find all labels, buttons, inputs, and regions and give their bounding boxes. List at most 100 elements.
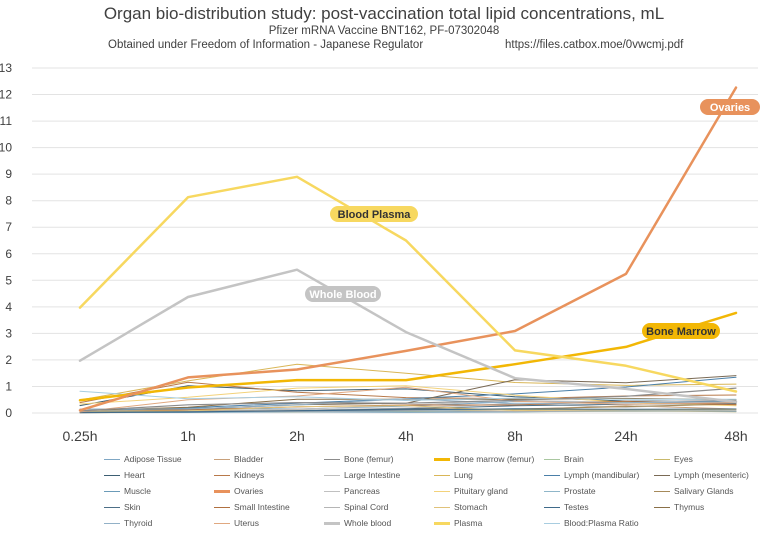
legend-item-prostate: Prostate <box>544 484 654 498</box>
legend-item-adipose-tissue: Adipose Tissue <box>104 452 214 466</box>
series-line-plasma <box>78 175 738 393</box>
legend-item-skin: Skin <box>104 500 214 514</box>
legend-swatch <box>654 490 670 492</box>
legend-label: Stomach <box>454 502 488 512</box>
legend-swatch <box>104 490 120 492</box>
series-line-small-intestine <box>79 400 737 413</box>
y-tick-label: 5 <box>5 273 12 287</box>
legend-item-bone-marrow-femur: Bone marrow (femur) <box>434 452 544 466</box>
legend-item-ovaries: Ovaries <box>214 484 324 498</box>
legend-label: Kidneys <box>234 470 265 480</box>
legend-item-pituitary-gland: Pituitary gland <box>434 484 544 498</box>
legend-swatch <box>214 506 230 508</box>
chart-title: Organ bio-distribution study: post-vacci… <box>103 4 665 23</box>
legend-item-uterus: Uterus <box>214 516 324 530</box>
legend-label: Lung <box>454 470 473 480</box>
legend-swatch <box>324 506 340 508</box>
legend-swatch <box>544 522 560 524</box>
x-tick-label: 0.25h <box>62 428 97 444</box>
y-tick-label: 10 <box>0 141 12 155</box>
callout-bg <box>330 206 418 222</box>
callout-ovaries: Ovaries <box>700 99 760 115</box>
legend-item-salivary-glands: Salivary Glands <box>654 484 764 498</box>
legend-label: Adipose Tissue <box>124 454 182 464</box>
legend-swatch <box>104 474 120 476</box>
legend-label: Lymph (mesenteric) <box>674 470 749 480</box>
callout-bg <box>305 286 381 302</box>
y-tick-label: 3 <box>5 326 12 340</box>
legend-swatch <box>654 506 670 508</box>
legend-label: Pancreas <box>344 486 380 496</box>
legend-label: Muscle <box>124 486 151 496</box>
legend-swatch <box>544 458 560 460</box>
legend-item-brain: Brain <box>544 452 654 466</box>
series-line-blood-plasma-ratio <box>79 390 737 401</box>
legend-label: Bladder <box>234 454 264 464</box>
legend-item-lymph-mesenteric: Lymph (mesenteric) <box>654 468 764 482</box>
legend-item-blood-plasma-ratio: Blood:Plasma Ratio <box>544 516 654 530</box>
callout-bone-marrow: Bone Marrow <box>642 323 720 339</box>
legend-label: Eyes <box>674 454 693 464</box>
chart-subtitle: Pfizer mRNA Vaccine BNT162, PF-07302048 <box>268 25 500 37</box>
legend-label: Spinal Cord <box>344 502 389 512</box>
legend-label: Plasma <box>454 518 483 528</box>
x-tick-label: 24h <box>614 428 637 444</box>
y-tick-label: 0 <box>5 406 12 420</box>
legend-swatch <box>434 521 450 525</box>
legend-label: Prostate <box>564 486 596 496</box>
series-line-thyroid <box>79 398 737 410</box>
legend-item-whole-blood: Whole blood <box>324 516 434 530</box>
x-tick-label: 4h <box>398 428 414 444</box>
legend-swatch <box>104 522 120 524</box>
legend-label: Heart <box>124 470 145 480</box>
legend-item-large-intestine: Large Intestine <box>324 468 434 482</box>
legend-item-bone-femur: Bone (femur) <box>324 452 434 466</box>
x-axis-ticks: 0.25h 1h 2h 4h 8h 24h 48h <box>62 428 747 444</box>
legend-swatch <box>654 458 670 460</box>
y-tick-label: 11 <box>0 114 12 128</box>
legend-label: Skin <box>124 502 141 512</box>
legend-swatch <box>214 522 230 524</box>
series-line-ovaries <box>78 86 738 412</box>
legend-swatch <box>654 474 670 476</box>
legend-label: Bone marrow (femur) <box>454 454 535 464</box>
legend-swatch <box>544 474 560 476</box>
y-tick-label: 6 <box>5 247 12 261</box>
legend-item-stomach: Stomach <box>434 500 544 514</box>
legend-label: Whole blood <box>344 518 392 528</box>
legend-label: Small Intestine <box>234 502 290 512</box>
legend-swatch <box>434 506 450 508</box>
legend-item-spinal-cord: Spinal Cord <box>324 500 434 514</box>
legend-item-testes: Testes <box>544 500 654 514</box>
y-tick-label: 7 <box>5 220 12 234</box>
source-url[interactable]: https://files.catbox.moe/0vwcmj.pdf <box>505 39 684 51</box>
x-tick-label: 8h <box>507 428 523 444</box>
y-tick-label: 8 <box>5 194 12 208</box>
legend-item-plasma: Plasma <box>434 516 544 530</box>
legend-item-muscle: Muscle <box>104 484 214 498</box>
legend-swatch <box>544 506 560 508</box>
callout-blood-plasma: Blood Plasma <box>330 206 418 222</box>
legend-label: Ovaries <box>234 486 264 496</box>
callout-label: Ovaries <box>710 102 750 114</box>
series-line-testes <box>79 408 737 413</box>
legend-swatch <box>324 474 340 476</box>
legend-item-thyroid: Thyroid <box>104 516 214 530</box>
legend-item-lymph-mandibular: Lymph (mandibular) <box>544 468 654 482</box>
callouts: Ovaries Blood Plasma Whole Blood Bone Marro… <box>305 99 760 339</box>
legend-swatch <box>544 490 560 492</box>
legend-item-bladder: Bladder <box>214 452 324 466</box>
legend-swatch <box>324 458 340 460</box>
legend-swatch <box>434 490 450 492</box>
legend-item-eyes: Eyes <box>654 452 764 466</box>
legend-label: Lymph (mandibular) <box>564 470 640 480</box>
legend-swatch <box>434 457 450 461</box>
series-line-whole-blood <box>78 268 738 404</box>
y-tick-label: 1 <box>5 379 12 393</box>
legend-item-lung: Lung <box>434 468 544 482</box>
callout-whole-blood: Whole Blood <box>305 286 381 302</box>
y-tick-label: 12 <box>0 88 12 102</box>
series-lines <box>78 86 738 414</box>
